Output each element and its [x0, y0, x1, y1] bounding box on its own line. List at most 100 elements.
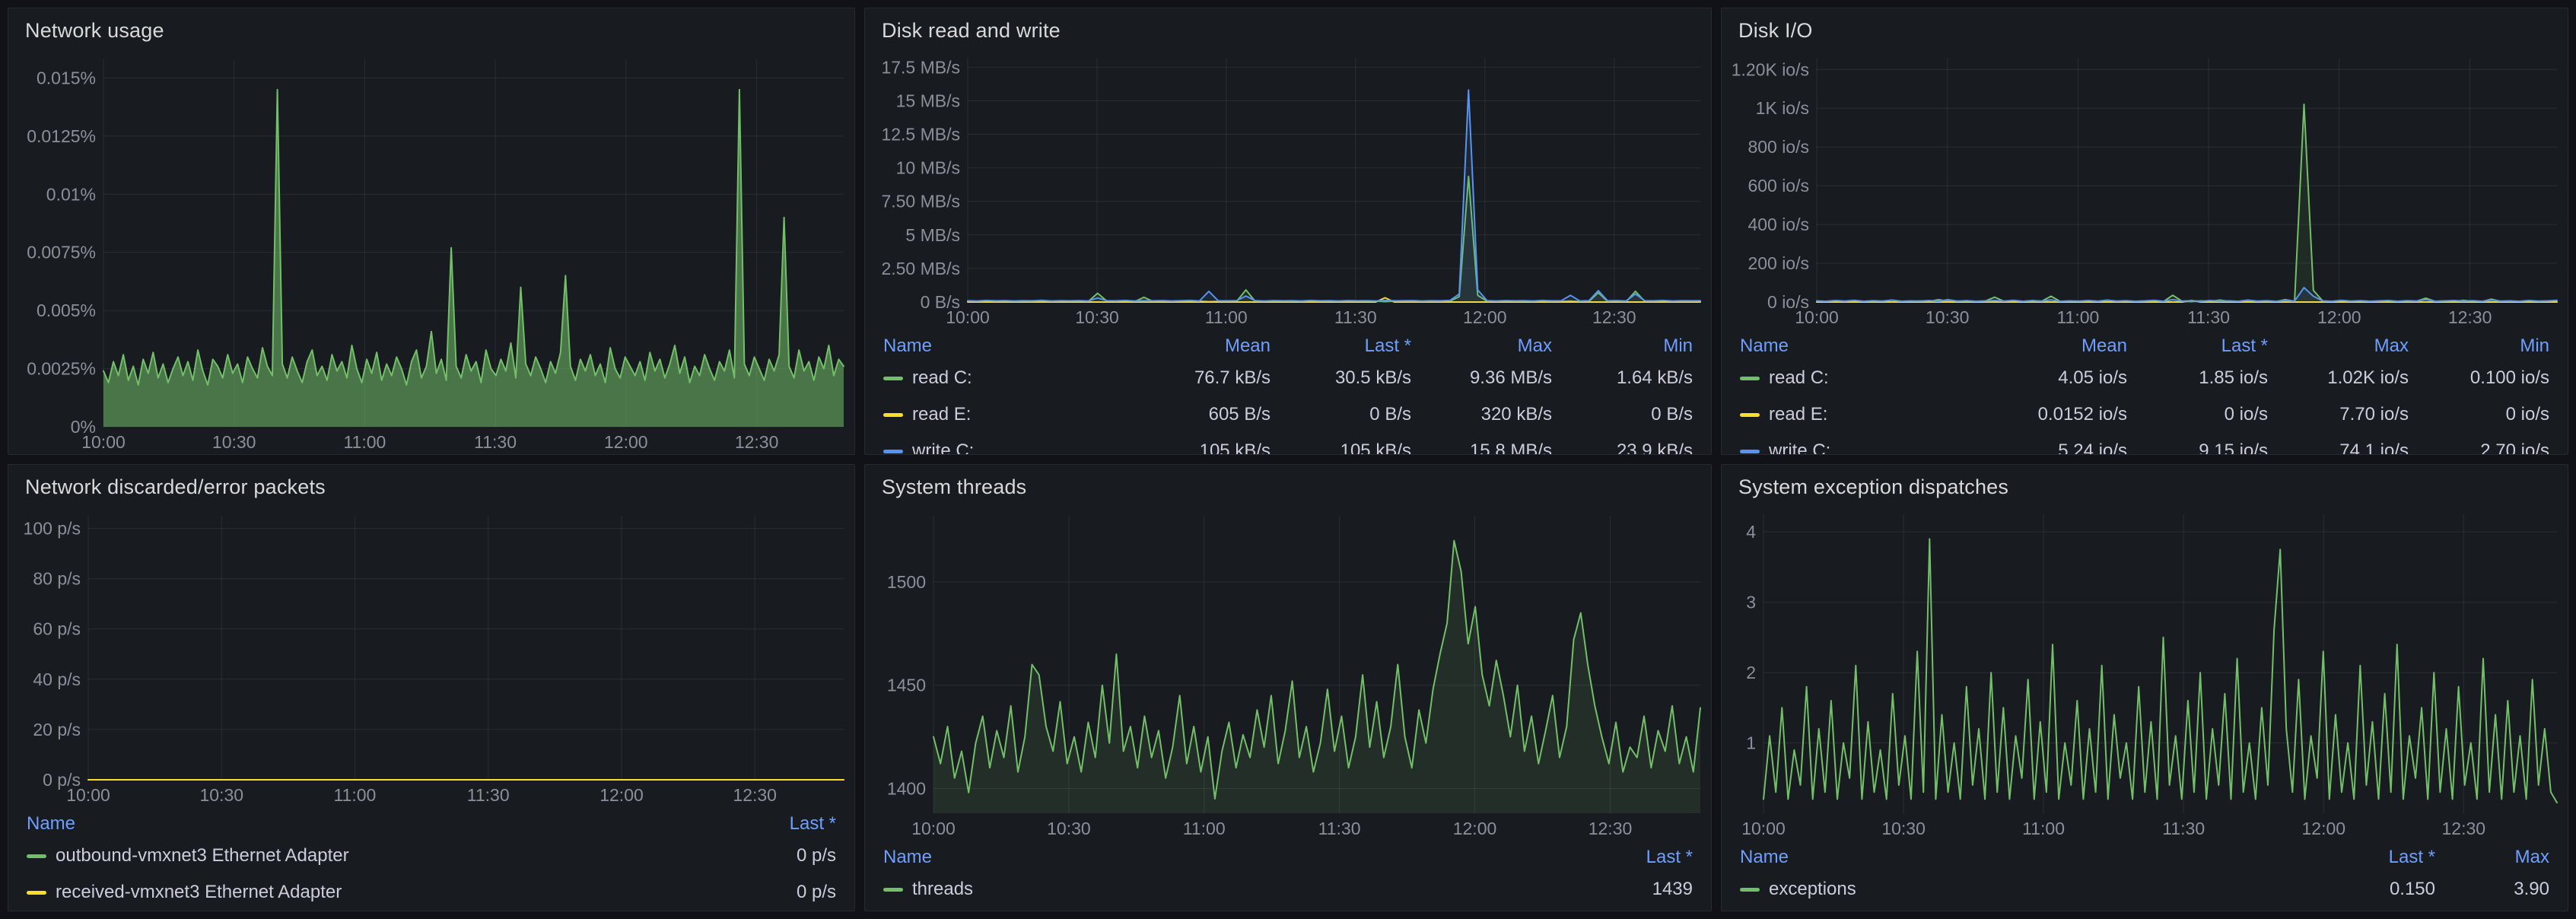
x-tick-label: 11:30 — [1318, 819, 1361, 838]
series-color-dash — [883, 376, 903, 380]
y-tick-label: 0 io/s — [1767, 292, 1809, 312]
y-tick-label: 20 p/s — [33, 720, 81, 739]
x-tick-label: 10:00 — [1795, 307, 1839, 327]
legend-row-exceptions: exceptions 0.150 3.90 — [1740, 871, 2549, 908]
series-name-read-e[interactable]: read E: — [883, 404, 1130, 425]
series-name-received-vmxnet3-ethernet-adapter[interactable]: received-vmxnet3 Ethernet Adapter — [27, 882, 722, 903]
y-tick-label: 2.50 MB/s — [881, 259, 960, 278]
network-discarded-legend: Name Last * outbound-vmxnet3 Ethernet Adap… — [8, 807, 854, 911]
disk-io-legend: Name Mean Last * Max Min read C: 4.05 io/s 1.85… — [1722, 329, 2568, 454]
legend-column-name[interactable]: Name — [27, 813, 76, 834]
series-name-write-c[interactable]: write C: — [883, 440, 1130, 454]
legend-value: 15.8 MB/s — [1469, 440, 1552, 454]
legend-column-last[interactable]: Last * — [2388, 847, 2435, 867]
y-tick-label: 0.015% — [37, 68, 96, 88]
x-tick-label: 11:00 — [1183, 819, 1226, 838]
legend-column-mean[interactable]: Mean — [2081, 335, 2127, 356]
panel-disk-read-write: Disk read and write 0 B/s 2.50 MB/s 5 MB/s… — [864, 8, 1712, 455]
y-tick-label: 0 p/s — [43, 770, 81, 790]
legend-value: 0 io/s — [2224, 404, 2268, 425]
series-color-dash — [1740, 887, 1760, 892]
legend-value: 30.5 kB/s — [1334, 367, 1411, 388]
legend-row-threads: threads 1439 — [883, 871, 1693, 908]
legend-column-mean[interactable]: Mean — [1224, 335, 1271, 356]
x-tick-label: 12:00 — [599, 785, 644, 805]
series-line-read-e — [967, 297, 1701, 303]
legend-column-max[interactable]: Max — [2374, 335, 2409, 356]
disk-io-chart[interactable]: 0 io/s 200 io/s 400 io/s 600 io/s 800 io/s 1K… — [1722, 47, 2568, 329]
legend-column-name[interactable]: Name — [1740, 847, 1789, 867]
legend-value: 0 io/s — [2505, 404, 2549, 425]
legend-row-read-c: read C: 4.05 io/s 1.85 io/s 1.02K io/s 0.100… — [1740, 360, 2549, 396]
legend-value: 0.100 io/s — [2469, 367, 2549, 388]
x-tick-label: 10:30 — [1926, 307, 1970, 327]
legend-value: 1439 — [1652, 879, 1693, 899]
y-tick-label: 60 p/s — [33, 619, 81, 639]
panel-header-disk-read-write[interactable]: Disk read and write — [865, 8, 1711, 47]
series-name-write-c[interactable]: write C: — [1740, 440, 1986, 454]
system-threads-chart[interactable]: 1400 1450 1500 10:00 10:30 11:00 11:30 12:00 12:… — [865, 504, 1711, 841]
y-tick-label: 2 — [1746, 663, 1756, 682]
legend-row-received-vmxnet3-ethernet-adapter: received-vmxnet3 Ethernet Adapter 0 p/s — [27, 874, 836, 911]
network-usage-chart[interactable]: 0% 0.0025% 0.005% 0.0075% 0.01% 0.0125% 0.015%… — [8, 47, 854, 454]
legend-value: 2.70 io/s — [2480, 440, 2549, 454]
panel-header-network-usage[interactable]: Network usage — [8, 8, 854, 47]
x-tick-label: 12:00 — [2302, 819, 2346, 838]
series-name-outbound-vmxnet3-ethernet-adapter[interactable]: outbound-vmxnet3 Ethernet Adapter — [27, 845, 722, 867]
y-tick-label: 0.0075% — [27, 243, 96, 262]
disk-read-write-chart[interactable]: 0 B/s 2.50 MB/s 5 MB/s 7.50 MB/s 10 MB/s 12.5… — [865, 47, 1711, 329]
panel-network-usage: Network usage 0% 0.0025% 0.005% 0.0075% 0.01… — [8, 8, 855, 455]
series-color-dash — [883, 449, 903, 453]
x-tick-label: 12:30 — [2442, 819, 2486, 838]
series-name-read-e[interactable]: read E: — [1740, 404, 1986, 425]
legend-column-name[interactable]: Name — [1740, 335, 1789, 356]
legend-column-last[interactable]: Last * — [2221, 335, 2268, 356]
legend-column-name[interactable]: Name — [883, 847, 933, 867]
legend-column-min[interactable]: Min — [2520, 335, 2549, 356]
legend-value: 5.24 io/s — [2058, 440, 2127, 454]
legend-value: 7.70 io/s — [2339, 404, 2409, 425]
series-name-exceptions[interactable]: exceptions — [1740, 879, 2321, 900]
y-tick-label: 0.005% — [37, 301, 96, 320]
panel-header-system-exceptions[interactable]: System exception dispatches — [1722, 465, 2568, 504]
series-name-read-c[interactable]: read C: — [883, 367, 1130, 389]
x-tick-label: 11:00 — [343, 432, 386, 452]
y-tick-label: 1K io/s — [1756, 98, 1809, 118]
legend-value: 605 B/s — [1208, 404, 1271, 425]
legend-row-write-c: write C: 5.24 io/s 9.15 io/s 74.1 io/s 2.70 … — [1740, 433, 2549, 454]
legend-column-name[interactable]: Name — [883, 335, 933, 356]
panel-header-system-threads[interactable]: System threads — [865, 465, 1711, 504]
legend-column-min[interactable]: Min — [1663, 335, 1693, 356]
legend-column-last[interactable]: Last * — [1646, 847, 1693, 867]
panel-header-network-discarded[interactable]: Network discarded/error packets — [8, 465, 854, 504]
y-tick-label: 1.20K io/s — [1732, 59, 1809, 79]
y-tick-label: 0.01% — [46, 184, 96, 204]
y-tick-label: 0.0025% — [27, 359, 96, 379]
x-tick-label: 10:00 — [946, 307, 990, 327]
legend-value: 320 kB/s — [1480, 404, 1552, 425]
y-tick-label: 600 io/s — [1748, 176, 1809, 196]
y-tick-label: 12.5 MB/s — [881, 125, 960, 145]
series-name-read-c[interactable]: read C: — [1740, 367, 1986, 389]
system-exceptions-plot: 1 2 3 4 10:00 10:30 11:00 11:30 12:00 12:30 — [1741, 514, 2558, 838]
legend-column-max[interactable]: Max — [2514, 847, 2549, 867]
series-color-dash — [1740, 412, 1760, 417]
legend-column-max[interactable]: Max — [1517, 335, 1552, 356]
legend-row-read-e: read E: 0.0152 io/s 0 io/s 7.70 io/s 0 io/s — [1740, 396, 2549, 433]
series-color-dash — [883, 887, 903, 892]
legend-value: 0 B/s — [1651, 404, 1693, 425]
x-tick-label: 11:00 — [1205, 307, 1248, 327]
panel-header-disk-io[interactable]: Disk I/O — [1722, 8, 2568, 47]
series-name-threads[interactable]: threads — [883, 879, 1579, 900]
y-tick-label: 3 — [1746, 593, 1756, 612]
legend-value: 0 p/s — [796, 882, 836, 902]
y-tick-label: 5 MB/s — [905, 225, 960, 245]
legend-value: 0.150 — [2389, 879, 2435, 899]
legend-column-last[interactable]: Last * — [789, 813, 836, 834]
y-tick-label: 17.5 MB/s — [881, 57, 960, 77]
legend-column-last[interactable]: Last * — [1364, 335, 1411, 356]
system-exceptions-chart[interactable]: 1 2 3 4 10:00 10:30 11:00 11:30 12:00 12:30 — [1722, 504, 2568, 841]
x-tick-label: 10:30 — [1075, 307, 1119, 327]
legend-row-write-c: write C: 105 kB/s 105 kB/s 15.8 MB/s 23.9 kB… — [883, 433, 1693, 454]
network-discarded-chart[interactable]: 0 p/s 20 p/s 40 p/s 60 p/s 80 p/s 100 p/s 10:0… — [8, 504, 854, 807]
